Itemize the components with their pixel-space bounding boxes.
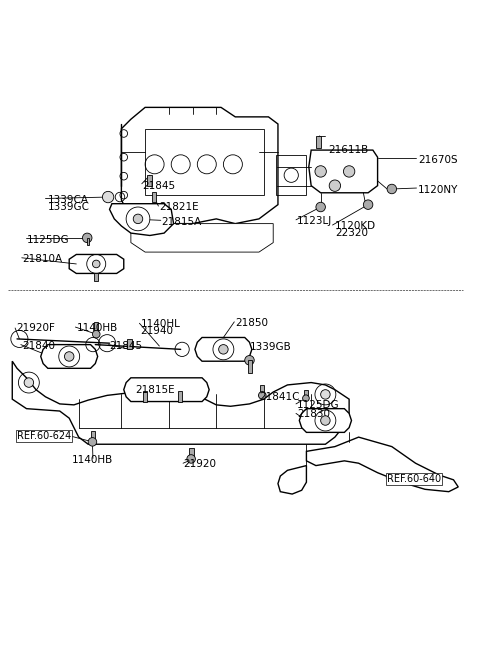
Text: 21920: 21920 [183, 459, 216, 469]
Text: 21920F: 21920F [16, 323, 55, 333]
Text: 1125DG: 1125DG [297, 400, 339, 410]
Circle shape [302, 395, 309, 401]
Circle shape [363, 200, 373, 209]
Circle shape [316, 202, 325, 212]
Text: 21940: 21940 [140, 326, 173, 337]
Polygon shape [278, 466, 306, 494]
Polygon shape [195, 337, 252, 361]
Circle shape [219, 344, 228, 354]
Text: 1339CA: 1339CA [48, 195, 89, 205]
Bar [179, 391, 182, 401]
Circle shape [64, 352, 74, 361]
Polygon shape [131, 224, 273, 252]
Text: 1140HB: 1140HB [72, 455, 113, 465]
Circle shape [343, 166, 355, 177]
Text: 22320: 22320 [335, 228, 368, 238]
Text: 21810A: 21810A [23, 255, 63, 264]
Polygon shape [69, 255, 124, 274]
Text: 21845: 21845 [143, 180, 176, 191]
Text: REF.60-640: REF.60-640 [387, 474, 441, 484]
Circle shape [93, 260, 100, 268]
Bar [304, 390, 308, 399]
Text: 21845: 21845 [109, 341, 143, 351]
Text: 1120NY: 1120NY [418, 186, 458, 195]
Text: 1339GB: 1339GB [250, 342, 291, 352]
Polygon shape [109, 204, 174, 236]
Text: REF.60-624: REF.60-624 [17, 431, 71, 441]
Circle shape [259, 392, 266, 399]
Text: 1140HL: 1140HL [140, 319, 180, 329]
Text: 21815A: 21815A [162, 216, 202, 227]
Polygon shape [41, 344, 97, 368]
Polygon shape [12, 361, 349, 444]
Text: 1339GC: 1339GC [48, 203, 90, 213]
Circle shape [321, 390, 330, 399]
Polygon shape [300, 409, 351, 432]
Bar [127, 339, 132, 350]
Circle shape [321, 416, 330, 425]
Circle shape [187, 455, 195, 463]
Bar [91, 431, 95, 443]
Polygon shape [306, 437, 458, 492]
Bar [87, 238, 89, 245]
Text: 21840: 21840 [22, 341, 55, 351]
Text: 1125DG: 1125DG [26, 235, 69, 245]
Bar [147, 175, 152, 186]
Circle shape [93, 331, 100, 338]
Bar [189, 448, 193, 460]
Circle shape [315, 166, 326, 177]
Polygon shape [124, 378, 209, 401]
Polygon shape [309, 150, 378, 193]
Bar [276, 155, 306, 195]
Bar [316, 136, 321, 148]
Bar [95, 322, 98, 333]
Circle shape [133, 214, 143, 224]
Bar [152, 192, 156, 202]
Text: 21611B: 21611B [328, 145, 368, 155]
Bar [261, 385, 264, 397]
Text: 21841C: 21841C [259, 392, 300, 401]
Polygon shape [121, 108, 278, 224]
Text: 21815E: 21815E [136, 384, 175, 395]
Text: 1123LJ: 1123LJ [297, 216, 332, 226]
Text: 21850: 21850 [235, 318, 268, 328]
Text: 21830: 21830 [297, 409, 330, 419]
Circle shape [24, 378, 34, 387]
Circle shape [387, 184, 396, 194]
Circle shape [329, 180, 341, 192]
Bar [248, 360, 252, 373]
Text: 1120KD: 1120KD [335, 221, 376, 231]
Text: 21670S: 21670S [418, 155, 457, 165]
Text: 21821E: 21821E [159, 203, 199, 213]
Bar [143, 391, 146, 401]
Bar [95, 274, 98, 281]
Circle shape [88, 438, 96, 446]
Circle shape [102, 192, 114, 203]
Circle shape [245, 356, 254, 365]
Text: 1140HB: 1140HB [76, 323, 118, 333]
Circle shape [83, 233, 92, 243]
Bar [145, 129, 264, 195]
